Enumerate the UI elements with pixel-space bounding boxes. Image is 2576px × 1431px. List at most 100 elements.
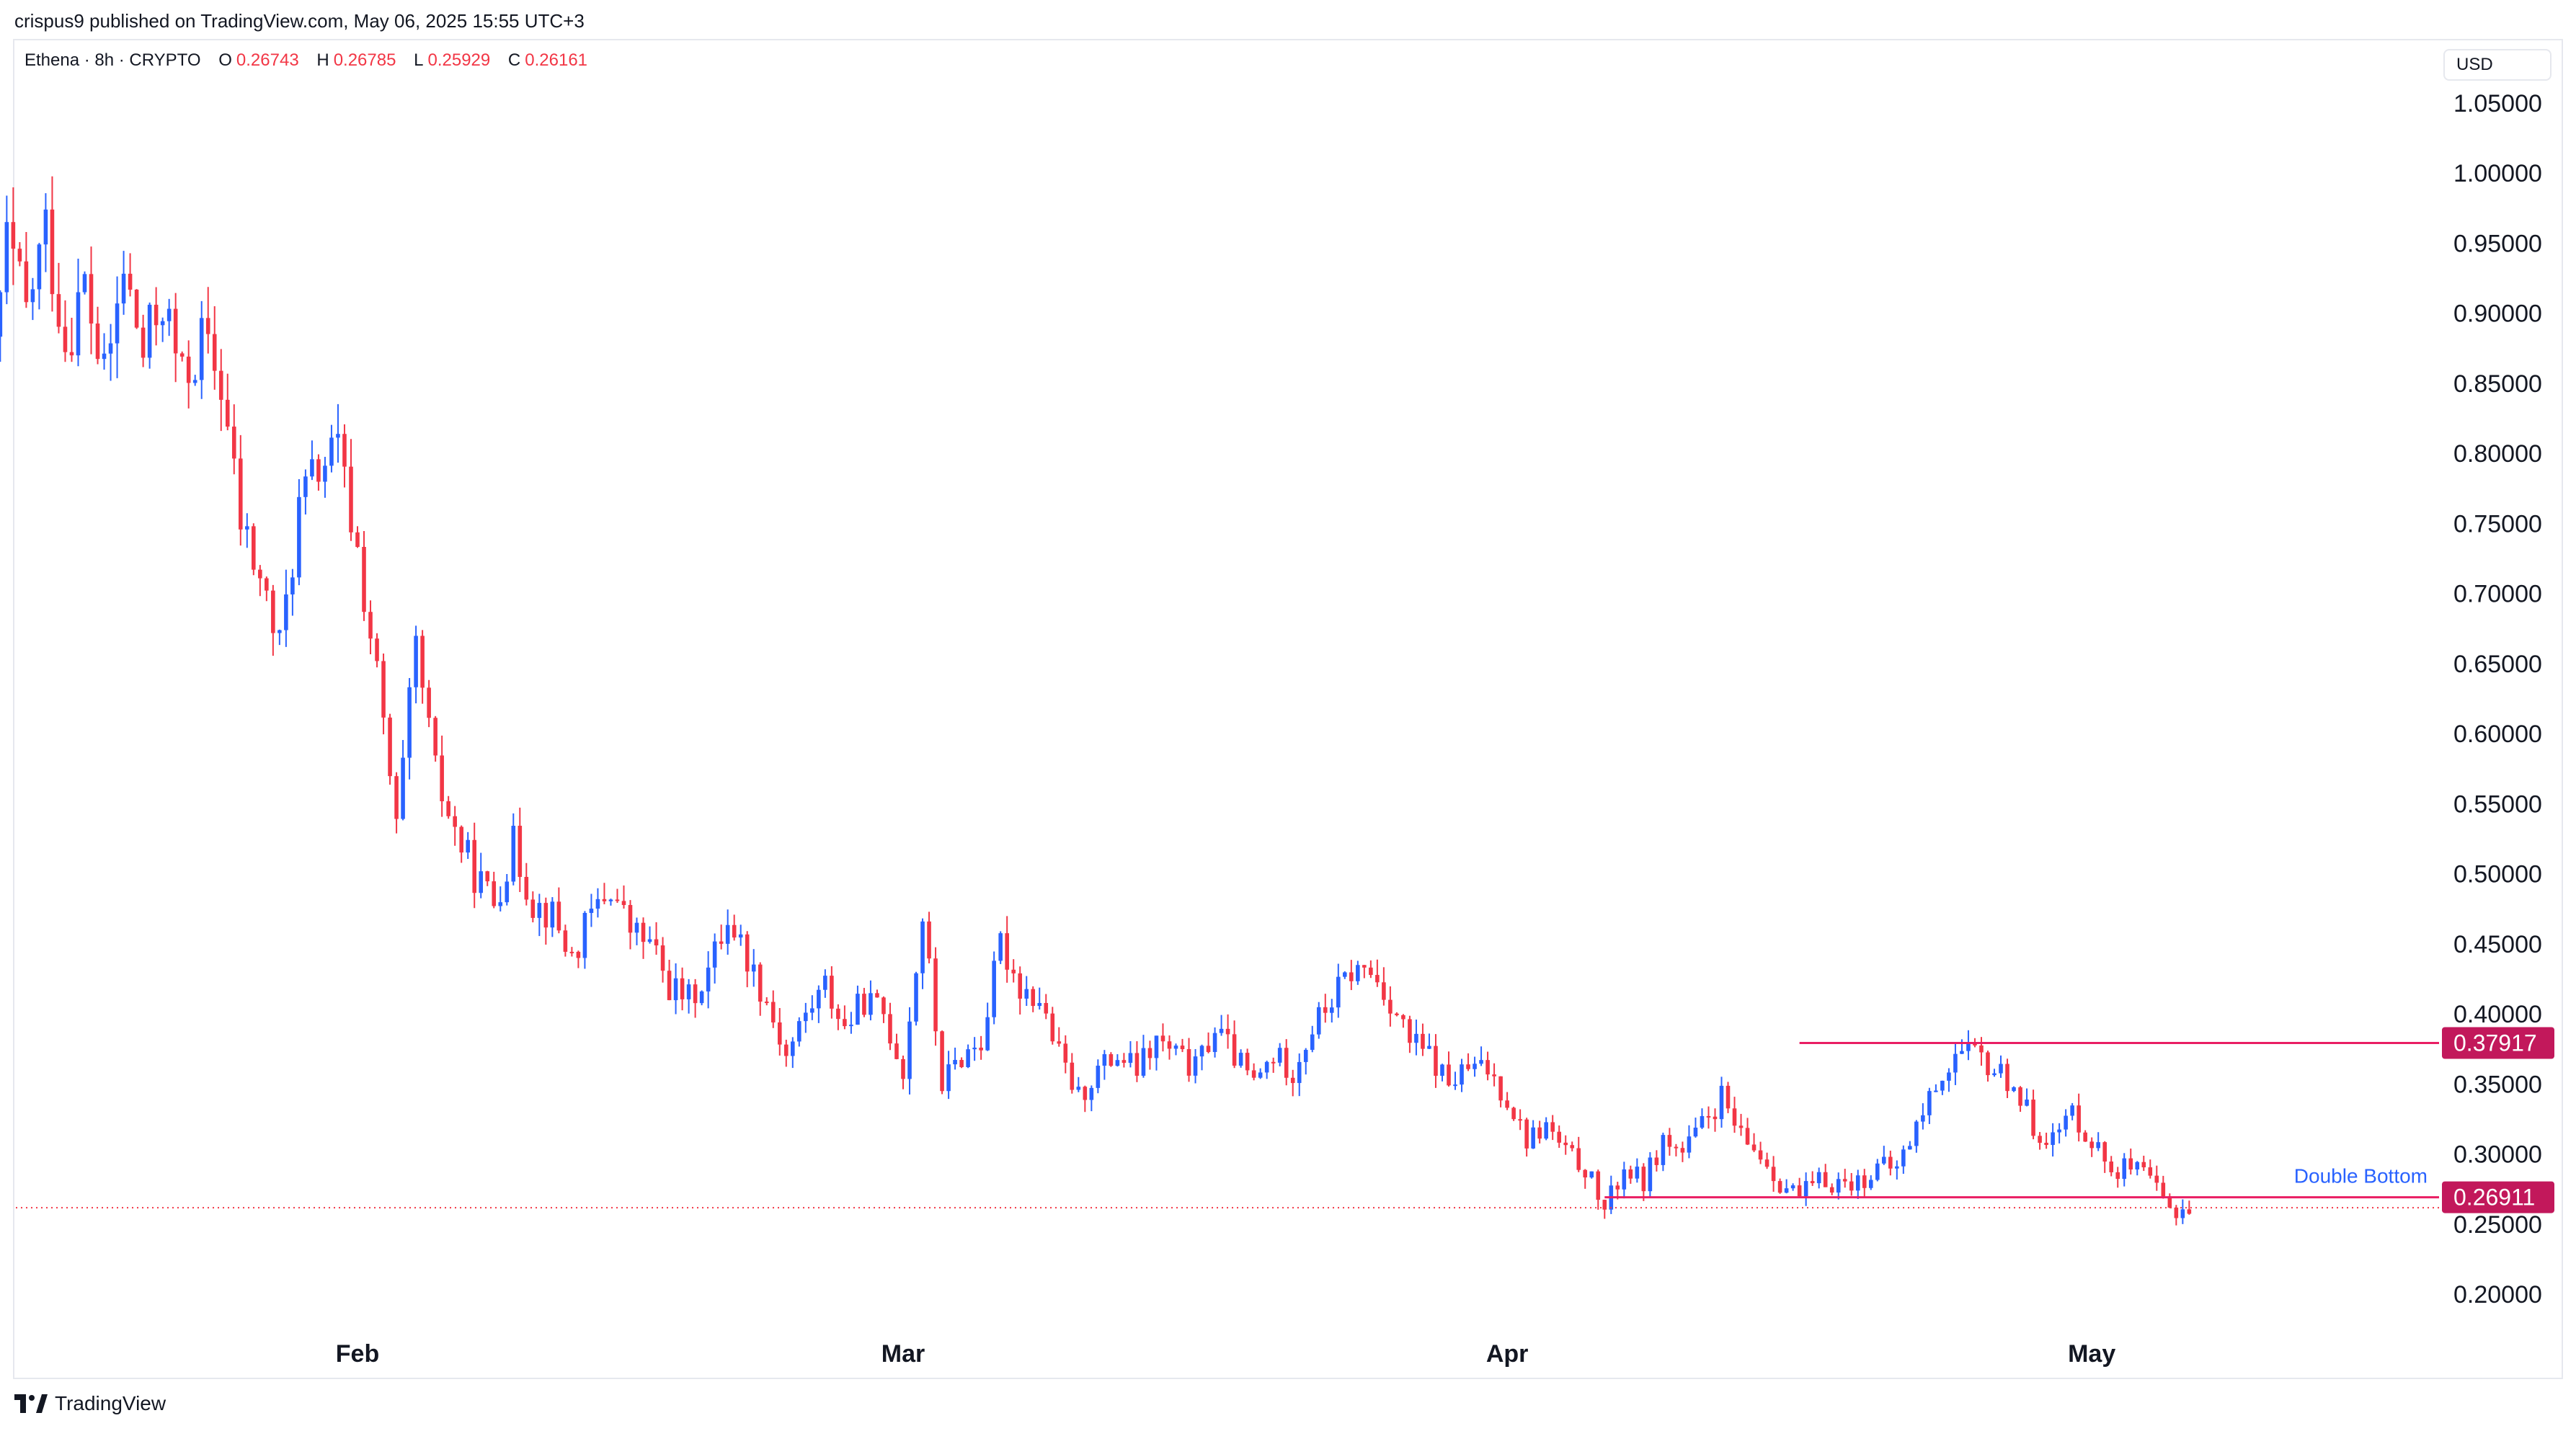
candle-body — [1343, 972, 1347, 977]
candle-body — [2070, 1105, 2074, 1116]
candle-body — [1823, 1172, 1828, 1187]
candle-body — [225, 399, 230, 427]
candle-body — [433, 718, 438, 756]
candle-body — [1473, 1064, 1477, 1069]
candle-body — [69, 352, 74, 356]
y-axis-tick-label: 0.85000 — [2453, 370, 2542, 398]
candle-body — [17, 249, 22, 262]
x-axis-tick-label: Mar — [881, 1340, 925, 1368]
candle-body — [368, 612, 373, 639]
candle-body — [277, 630, 282, 633]
candle-body — [1037, 1002, 1042, 1007]
candle-body — [563, 930, 568, 952]
candle-body — [1810, 1181, 1815, 1184]
candle-body — [966, 1049, 970, 1067]
candle-body — [2012, 1087, 2016, 1092]
candle-body — [355, 532, 360, 547]
tradingview-brand[interactable]: TradingView — [14, 1392, 166, 1415]
candle-body — [2096, 1142, 2100, 1149]
candle-body — [1953, 1053, 1958, 1073]
candle-body — [166, 308, 172, 321]
candle-body — [362, 546, 366, 612]
candle-body — [608, 899, 613, 901]
candle-body — [1908, 1146, 1912, 1150]
candle-body — [804, 1012, 808, 1022]
candle-body — [1875, 1163, 1880, 1180]
level-badge-label: 0.37917 — [2453, 1030, 2537, 1056]
candle-body — [1518, 1119, 1522, 1121]
candle-body — [1115, 1060, 1120, 1066]
candle-body — [1460, 1064, 1464, 1085]
candle-body — [1836, 1179, 1841, 1193]
candle-body — [869, 993, 873, 1015]
candle-body — [440, 755, 444, 802]
candle-body — [1531, 1127, 1535, 1149]
candle-body — [82, 274, 87, 293]
candle-body — [543, 903, 548, 928]
currency-selector[interactable]: USD — [2443, 49, 2551, 81]
candle-body — [1524, 1119, 1529, 1149]
y-axis-tick-label: 0.50000 — [2453, 861, 2542, 888]
candle-body — [1895, 1166, 1899, 1169]
candle-body — [459, 826, 463, 853]
candle-body — [2161, 1182, 2166, 1197]
candle-body — [518, 826, 523, 878]
y-axis-tick-label: 0.30000 — [2453, 1141, 2542, 1169]
candle-body — [1050, 1013, 1055, 1042]
candle-body — [1297, 1061, 1302, 1084]
candle-body — [1641, 1167, 1646, 1192]
candle-body — [602, 899, 607, 901]
candle-body — [1927, 1091, 1932, 1115]
candle-body — [940, 1031, 944, 1092]
candle-body — [1947, 1072, 1951, 1081]
candle-body — [576, 951, 581, 958]
candle-body — [2187, 1209, 2192, 1214]
candle-body — [1206, 1046, 1211, 1053]
candle-body — [2005, 1064, 2009, 1092]
candle-body — [1277, 1048, 1282, 1063]
candle-body — [1102, 1054, 1107, 1066]
candle-body — [628, 905, 633, 933]
candle-body — [401, 757, 405, 819]
candle-body — [2051, 1132, 2055, 1145]
candle-body — [115, 303, 120, 344]
symbol-legend: Ethena · 8h · CRYPTO O 0.26743 H 0.26785 L… — [25, 50, 587, 71]
candle-body — [453, 816, 457, 827]
y-axis-tick-label: 0.40000 — [2453, 1001, 2542, 1028]
y-axis-tick-label: 1.00000 — [2453, 160, 2542, 187]
candle-body — [1648, 1157, 1653, 1192]
candle-body — [1732, 1108, 1737, 1126]
candle-body — [699, 991, 704, 1004]
candle-body — [1667, 1135, 1672, 1147]
candle-body — [1816, 1172, 1821, 1184]
candle-body — [1485, 1060, 1490, 1075]
candle-body — [511, 826, 516, 882]
candle-body — [1141, 1048, 1146, 1076]
candle-body — [933, 958, 938, 1032]
candle-body — [764, 1002, 769, 1004]
candle-body — [1362, 965, 1367, 968]
candle-body — [849, 1025, 853, 1027]
candle-body — [1421, 1033, 1425, 1049]
candle-body — [290, 577, 295, 594]
candle-body — [1550, 1122, 1555, 1132]
candle-body — [1842, 1179, 1847, 1182]
candle-body — [1427, 1046, 1431, 1049]
candle-body — [1395, 1013, 1399, 1015]
candle-body — [446, 801, 450, 816]
candle-body — [1888, 1156, 1893, 1169]
candle-body — [1011, 969, 1016, 973]
candle-body — [1264, 1061, 1269, 1073]
candle-body — [1479, 1060, 1483, 1064]
symbol-name[interactable]: Ethena · 8h · CRYPTO — [25, 50, 201, 70]
candle-body — [134, 289, 139, 328]
candle-body — [2025, 1100, 2029, 1106]
close-label: C — [507, 50, 521, 70]
candle-body — [1992, 1073, 1997, 1076]
candle-body — [2180, 1209, 2185, 1218]
candle-body — [888, 1014, 892, 1044]
candle-body — [946, 1064, 951, 1092]
candle-body — [875, 993, 879, 998]
candle-body — [972, 1047, 977, 1050]
